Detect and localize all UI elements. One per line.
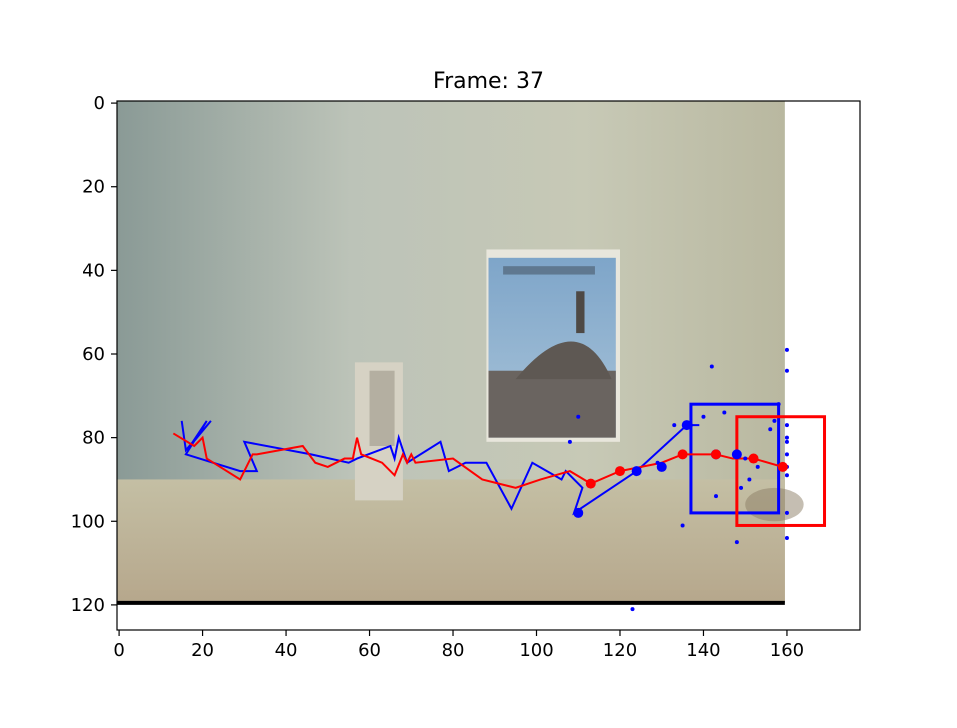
red-marker-point bbox=[677, 449, 688, 460]
scatter-point bbox=[784, 435, 789, 440]
poster-dome bbox=[515, 341, 612, 380]
y-tick-label: 100 bbox=[71, 511, 105, 532]
scatter-point bbox=[784, 510, 789, 515]
scatter-point bbox=[784, 473, 789, 478]
scatter-point bbox=[776, 402, 781, 407]
scatter-point bbox=[734, 540, 739, 545]
scatter-point bbox=[672, 423, 677, 428]
x-tick-label: 160 bbox=[770, 640, 804, 661]
scatter-point bbox=[576, 414, 581, 419]
red-marker-point bbox=[748, 453, 759, 464]
red-bounding-box bbox=[735, 415, 827, 527]
scatter-point bbox=[772, 418, 777, 423]
red-trajectory-line bbox=[172, 432, 784, 489]
y-tick-label: 120 bbox=[71, 595, 105, 616]
blue-marker-point bbox=[573, 507, 584, 518]
x-tick-label: 40 bbox=[275, 640, 298, 661]
axes-frame bbox=[116, 100, 861, 631]
table-surface bbox=[117, 479, 785, 603]
poster-building-base bbox=[488, 370, 616, 438]
scatter-point bbox=[768, 427, 773, 432]
x-tick-label: 0 bbox=[113, 640, 124, 661]
scatter-point bbox=[784, 439, 789, 444]
chart-title: Frame: 37 bbox=[433, 69, 544, 94]
poster-caption bbox=[503, 266, 595, 275]
red-marker-point bbox=[614, 466, 625, 477]
blue-marker-point bbox=[731, 449, 742, 460]
scatter-point bbox=[784, 452, 789, 457]
red-marker-point bbox=[710, 449, 721, 460]
scatter-point bbox=[755, 464, 760, 469]
bottle-label bbox=[369, 370, 395, 446]
scatter-point bbox=[784, 536, 789, 540]
blue-marker-point bbox=[656, 461, 667, 472]
x-tick-label: 80 bbox=[442, 640, 465, 661]
x-tick-label: 20 bbox=[191, 640, 214, 661]
x-tick-label: 100 bbox=[519, 640, 553, 661]
x-tick-label: 120 bbox=[603, 640, 637, 661]
scatter-point bbox=[747, 477, 752, 482]
scatter-point bbox=[680, 523, 685, 528]
scatter-point bbox=[701, 414, 706, 419]
blue-marker-point bbox=[631, 466, 642, 477]
y-tick-label: 60 bbox=[82, 344, 105, 365]
scatter-point bbox=[709, 364, 714, 369]
blue-marker-point bbox=[681, 420, 692, 431]
x-tick-label: 60 bbox=[358, 640, 381, 661]
x-tick-label: 140 bbox=[686, 640, 720, 661]
red-marker-point bbox=[777, 461, 788, 472]
y-tick-label: 20 bbox=[82, 177, 105, 198]
scatter-point bbox=[784, 368, 789, 373]
y-tick-label: 80 bbox=[82, 428, 105, 449]
scatter-point bbox=[784, 423, 789, 428]
scatter-point bbox=[713, 494, 718, 499]
scatter-point bbox=[743, 456, 748, 461]
red-marker-point bbox=[585, 478, 596, 489]
y-tick-label: 0 bbox=[94, 93, 105, 114]
y-tick-label: 40 bbox=[82, 260, 105, 281]
poster-lantern bbox=[576, 291, 585, 334]
object-shadow bbox=[745, 487, 804, 522]
blue-bounding-box bbox=[689, 402, 781, 515]
scatter-point bbox=[784, 347, 789, 352]
scatter-point bbox=[630, 607, 635, 612]
scatter-point bbox=[722, 410, 727, 415]
blue-trajectory-line bbox=[180, 420, 700, 516]
camera-frame-image bbox=[117, 101, 804, 603]
scatter-point bbox=[567, 439, 572, 444]
scatter-point bbox=[739, 485, 744, 490]
